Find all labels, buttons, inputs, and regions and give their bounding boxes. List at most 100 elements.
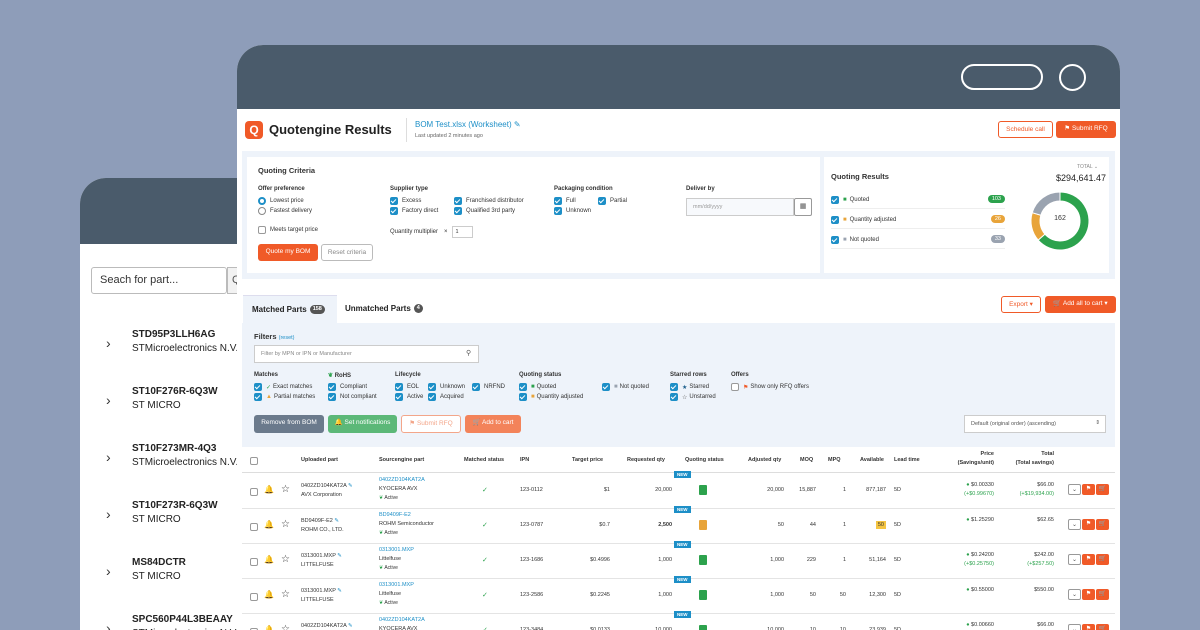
row-checkbox[interactable] [250, 558, 258, 566]
bell-icon[interactable]: 🔔 [264, 520, 274, 529]
franchised-checkbox[interactable]: Franchised distributor [454, 197, 524, 205]
chevron-down-icon[interactable]: ⌄ [1068, 554, 1081, 565]
table-row[interactable]: 🔔 ☆ BD9409F-E2 ✎ ROHM CO., LTD. BD9409F-E2 RO… [242, 506, 1115, 544]
th-sourcengine-part[interactable]: Sourcengine part [379, 457, 425, 463]
file-name-link[interactable]: BOM Test.xlsx (Worksheet) ✎ [415, 120, 521, 129]
part-search-input[interactable]: Seach for part... [91, 267, 227, 294]
edit-pencil-icon[interactable]: ✎ [334, 518, 339, 524]
edit-pencil-icon[interactable]: ✎ [337, 553, 342, 559]
th-total[interactable]: Total [1041, 451, 1054, 457]
export-button[interactable]: Export ▾ [1001, 296, 1041, 313]
rfq-flag-icon[interactable]: ⚑ [1082, 519, 1095, 530]
meets-target-checkbox[interactable]: Meets target price [258, 226, 318, 234]
filter-search-input[interactable]: Filter by MPN or IPN or Manufacturer [254, 345, 479, 363]
tab-unmatched-parts[interactable]: Unmatched Parts 4 [345, 295, 423, 323]
lowest-price-radio[interactable]: Lowest price [258, 197, 304, 205]
edit-pencil-icon[interactable]: ✎ [348, 623, 353, 629]
qty-multiplier-input[interactable]: 1 [451, 226, 473, 238]
part-list-item[interactable]: › SPC560P44L3BEAAY STMicroelectronics N.V. [80, 608, 320, 630]
excess-checkbox[interactable]: Excess [390, 197, 421, 205]
total-label[interactable]: TOTAL ⌄ [1077, 164, 1098, 170]
table-row[interactable]: 🔔☆0402ZD104KAT2A ✎AVX Corporation0402ZD1… [242, 611, 1115, 630]
rfq-flag-icon[interactable]: ⚑ [1082, 624, 1095, 630]
row-checkbox[interactable] [250, 628, 258, 630]
th-target-price[interactable]: Target price [572, 457, 604, 463]
factory-direct-checkbox[interactable]: Factory direct [390, 207, 438, 215]
uploaded-part[interactable]: 0402ZD104KAT2A ✎ [301, 483, 353, 489]
quoted-checkbox[interactable]: ■ Quoted [519, 383, 556, 391]
star-outline-icon[interactable]: ☆ [281, 519, 290, 530]
remove-from-bom-button[interactable]: Remove from BOM [254, 415, 324, 433]
th-moq[interactable]: MOQ [800, 457, 814, 463]
edit-pencil-icon[interactable]: ✎ [348, 483, 353, 489]
star-outline-icon[interactable]: ☆ [281, 484, 290, 495]
rohs-not-compliant-checkbox[interactable]: Not compliant [328, 393, 377, 401]
star-outline-icon[interactable]: ☆ [281, 554, 290, 565]
table-row[interactable]: 🔔 ☆ 0313001.MXP ✎ LITTELFUSE 0313001.MXP Litt… [242, 541, 1115, 579]
bell-icon[interactable]: 🔔 [264, 555, 274, 564]
star-outline-icon[interactable]: ☆ [281, 624, 290, 630]
starred-checkbox[interactable]: ★ Starred [670, 383, 709, 391]
reset-criteria-button[interactable]: Reset criteria [321, 244, 373, 261]
quote-bom-button[interactable]: Quote my BOM [258, 244, 318, 261]
unknown-lifecycle-checkbox[interactable]: Unknown [428, 383, 465, 391]
qty-adjusted-checkbox[interactable]: ■ Quantity adjusted [519, 393, 583, 401]
rfq-only-checkbox[interactable]: ⚑ Show only RFQ offers [731, 383, 809, 391]
sourcengine-part-link[interactable]: 0313001.MXP [379, 547, 414, 553]
part-list-item[interactable]: › MS84DCTR ST MICRO [80, 551, 320, 591]
rohs-compliant-checkbox[interactable]: Compliant [328, 383, 367, 391]
full-checkbox[interactable]: Full [554, 197, 576, 205]
partial-matches-checkbox[interactable]: ▲ Partial matches [254, 393, 315, 401]
th-uploaded-part[interactable]: Uploaded part [301, 457, 338, 463]
uploaded-part[interactable]: 0313001.MXP ✎ [301, 588, 342, 594]
window-circle-control[interactable] [1059, 64, 1086, 91]
rfq-flag-icon[interactable]: ⚑ [1082, 589, 1095, 600]
chevron-down-icon[interactable]: ⌄ [1068, 624, 1081, 630]
part-list-item[interactable]: › STD95P3LLH6AG STMicroelectronics N.V. [80, 323, 320, 363]
bell-icon[interactable]: 🔔 [264, 485, 274, 494]
sourcengine-part-link[interactable]: BD9409F-E2 [379, 512, 411, 518]
part-list-item[interactable]: › ST10F273R-6Q3W ST MICRO [80, 494, 320, 534]
uploaded-part[interactable]: BD9409F-E2 ✎ [301, 518, 339, 524]
uploaded-part[interactable]: 0313001.MXP ✎ [301, 553, 342, 559]
tab-matched-parts[interactable]: Matched Parts 158 [243, 295, 337, 323]
sourcengine-part-link[interactable]: 0313001.MXP [379, 582, 414, 588]
nrfnd-checkbox[interactable]: NRFND [472, 383, 505, 391]
edit-pencil-icon[interactable]: ✎ [513, 120, 521, 129]
th-lead-time[interactable]: Lead time [894, 457, 920, 463]
sourcengine-part-link[interactable]: 0402ZD104KAT2A [379, 617, 425, 623]
bell-icon[interactable]: 🔔 [264, 625, 274, 630]
chevron-down-icon[interactable]: ⌄ [1068, 589, 1081, 600]
sourcengine-part-link[interactable]: 0402ZD104KAT2A [379, 477, 425, 483]
result-row-checkbox[interactable]: ■ Quantity adjusted [831, 216, 896, 224]
part-list-item[interactable]: › ST10F276R-6Q3W ST MICRO [80, 380, 320, 420]
cart-icon[interactable]: 🛒 [1096, 589, 1109, 600]
row-checkbox[interactable] [250, 488, 258, 496]
rfq-flag-icon[interactable]: ⚑ [1082, 554, 1095, 565]
cart-icon[interactable]: 🛒 [1096, 624, 1109, 630]
select-all-checkbox[interactable] [250, 457, 258, 465]
unknown-checkbox[interactable]: Unknown [554, 207, 591, 215]
bell-icon[interactable]: 🔔 [264, 590, 274, 599]
partial-checkbox[interactable]: Partial [598, 197, 627, 205]
not-quoted-checkbox[interactable]: ■ Not quoted [602, 383, 649, 391]
result-row[interactable]: ■ Quoted 103 [831, 195, 1005, 209]
star-outline-icon[interactable]: ☆ [281, 589, 290, 600]
acquired-checkbox[interactable]: Acquired [428, 393, 464, 401]
eol-checkbox[interactable]: EOL [395, 383, 419, 391]
sort-select[interactable]: Default (original order) (ascending) ⇕ [964, 415, 1106, 433]
result-row-checkbox[interactable]: ■ Not quoted [831, 236, 879, 244]
qualified-3rd-checkbox[interactable]: Qualified 3rd party [454, 207, 515, 215]
th-available[interactable]: Available [860, 457, 884, 463]
exact-matches-checkbox[interactable]: ✓ Exact matches [254, 383, 312, 391]
window-pill-control[interactable] [961, 64, 1043, 90]
th-adjusted-qty[interactable]: Adjusted qty [748, 457, 782, 463]
part-list-item[interactable]: › ST10F273MR-4Q3 STMicroelectronics N.V. [80, 437, 320, 477]
add-to-cart-button[interactable]: 🛒 Add to cart [465, 415, 521, 433]
cart-icon[interactable]: 🛒 [1096, 554, 1109, 565]
submit-rfq-header-button[interactable]: ⚑ Submit RFQ [1056, 121, 1116, 138]
th-ipn[interactable]: IPN [520, 457, 530, 463]
set-notifications-button[interactable]: 🔔 Set notifications [328, 415, 397, 433]
th-quoting-status[interactable]: Quoting status [685, 457, 724, 463]
result-row[interactable]: ■ Not quoted 33 [831, 235, 1005, 249]
